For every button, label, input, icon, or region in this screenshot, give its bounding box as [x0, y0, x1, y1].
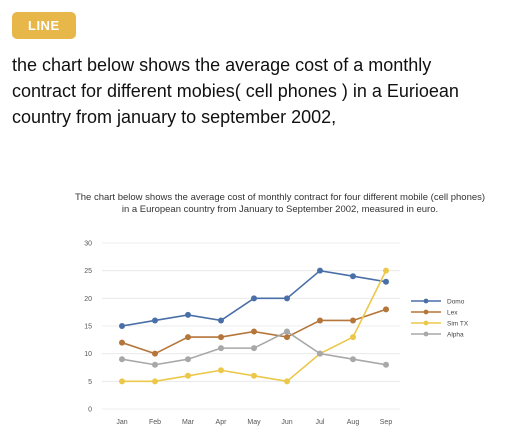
x-tick-label: Jul: [316, 419, 325, 426]
y-tick-label: 5: [88, 379, 92, 386]
question-text: the chart below shows the average cost o…: [12, 55, 459, 127]
data-point-sim-tx: [284, 378, 290, 385]
data-point-sim-tx: [350, 334, 356, 341]
y-tick-label: 15: [84, 324, 92, 331]
x-tick-label: Aug: [347, 419, 360, 426]
data-point-sim-tx: [218, 367, 224, 374]
y-tick-label: 0: [88, 407, 92, 414]
data-point-lex: [218, 334, 224, 341]
chart-type-tag: LINE: [12, 12, 76, 39]
legend-marker-domo: [423, 298, 429, 304]
y-tick-label: 20: [84, 296, 92, 303]
legend-label-alpha: Alpha: [447, 331, 464, 338]
x-tick-label: May: [247, 419, 261, 426]
data-point-alpha: [284, 328, 290, 335]
y-tick-label: 30: [84, 241, 92, 248]
data-point-alpha: [152, 361, 158, 368]
data-point-alpha: [317, 350, 323, 357]
y-tick-label: 10: [84, 351, 92, 358]
data-point-alpha: [185, 356, 191, 363]
legend-label-sim-tx: Sim TX: [447, 320, 469, 327]
data-point-domo: [218, 317, 224, 324]
x-tick-label: Mar: [182, 419, 195, 426]
data-point-lex: [185, 334, 191, 341]
data-point-sim-tx: [383, 267, 389, 274]
data-point-domo: [383, 278, 389, 285]
data-point-alpha: [350, 356, 356, 363]
legend-label-lex: Lex: [447, 309, 458, 316]
y-tick-label: 25: [84, 268, 92, 275]
data-point-domo: [350, 273, 356, 280]
data-point-domo: [284, 295, 290, 302]
data-point-lex: [350, 317, 356, 324]
x-tick-label: Apr: [216, 419, 228, 426]
legend-marker-sim-tx: [423, 320, 429, 326]
x-tick-label: Sep: [380, 419, 393, 426]
data-point-domo: [119, 323, 125, 329]
data-point-domo: [152, 317, 158, 324]
data-point-alpha: [218, 345, 224, 352]
data-point-domo: [185, 311, 191, 318]
data-point-lex: [251, 328, 257, 335]
x-tick-label: Jan: [116, 419, 127, 426]
data-point-domo: [317, 267, 323, 274]
data-point-alpha: [119, 356, 125, 363]
data-point-sim-tx: [251, 372, 257, 379]
chart-title: The chart below shows the average cost o…: [74, 192, 486, 215]
data-point-alpha: [383, 361, 389, 368]
data-point-lex: [383, 306, 389, 313]
data-point-sim-tx: [185, 372, 191, 379]
legend-label-domo: Domo: [447, 298, 465, 305]
data-point-sim-tx: [119, 378, 125, 385]
data-point-lex: [152, 350, 158, 357]
legend-marker-lex: [423, 309, 429, 315]
data-point-alpha: [251, 345, 257, 352]
data-point-lex: [317, 317, 323, 324]
x-tick-label: Jun: [281, 419, 292, 426]
x-tick-label: Feb: [149, 419, 161, 426]
data-point-sim-tx: [152, 378, 158, 385]
legend-marker-alpha: [423, 331, 429, 337]
data-point-lex: [284, 334, 290, 341]
data-point-lex: [119, 339, 125, 346]
data-point-domo: [251, 295, 257, 302]
